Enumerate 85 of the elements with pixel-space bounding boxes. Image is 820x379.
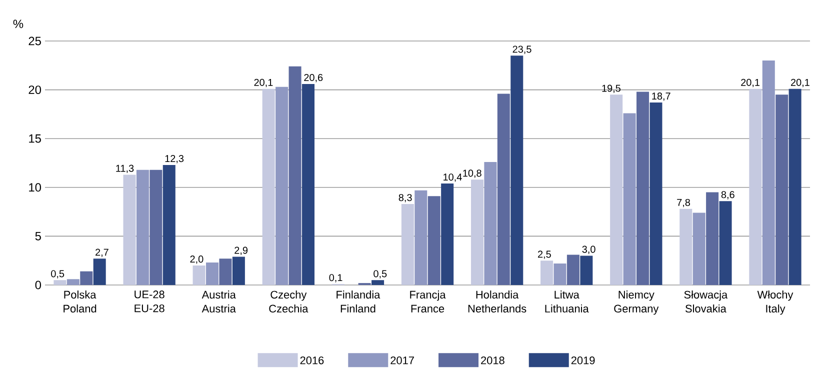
bar [470, 180, 484, 285]
bar [192, 265, 206, 285]
legend-label: 2017 [390, 356, 414, 364]
bar [54, 280, 66, 285]
bar [93, 258, 106, 285]
y-tick-label: 25 [28, 36, 41, 46]
bar [692, 212, 706, 285]
bar [136, 170, 149, 285]
data-label: 20,1 [790, 78, 810, 88]
bar [401, 204, 414, 285]
data-label: 0,1 [329, 274, 342, 282]
y-tick-label: 15 [29, 134, 41, 143]
bar [80, 271, 93, 285]
data-label: 0,5 [51, 270, 64, 278]
bar [372, 280, 384, 285]
y-tick-label: 5 [35, 232, 41, 240]
legend-label: 2019 [571, 356, 595, 364]
bar [719, 201, 732, 285]
bar [441, 183, 454, 285]
bar [776, 94, 788, 285]
data-label: 18,7 [652, 92, 670, 101]
data-label: 8,6 [721, 191, 734, 200]
data-label: 3,0 [582, 246, 596, 254]
data-label: 7,8 [677, 198, 690, 208]
bar [66, 279, 80, 285]
y-tick-label: 0 [35, 280, 42, 290]
data-label: 19,5 [602, 84, 620, 93]
x-tick-label: Austria Austria [202, 290, 236, 313]
legend-label: 2016 [300, 356, 324, 364]
bar [762, 60, 775, 285]
bar [580, 256, 593, 285]
bar [788, 88, 802, 285]
data-label: 12,3 [165, 155, 184, 164]
data-label: 8,3 [398, 194, 412, 202]
x-tick-label: Niemcy Germany [614, 290, 659, 315]
data-label: 20,6 [304, 74, 323, 82]
bar [540, 260, 554, 285]
bar [123, 174, 136, 285]
x-tick-label: Holandia Netherlands [468, 290, 526, 313]
data-label: 2,9 [234, 246, 248, 256]
data-label: 10,4 [444, 174, 462, 182]
bar [623, 113, 636, 285]
data-label: 2,0 [190, 256, 204, 264]
bar [162, 164, 176, 285]
x-tick-label: Litwa Lithuania [545, 290, 589, 313]
bar [497, 94, 510, 285]
bar [288, 66, 302, 285]
bar [636, 92, 650, 285]
y-tick-label: 10 [29, 183, 42, 192]
bar [150, 170, 162, 285]
x-tick-label: Słowacja Slovakia [684, 290, 728, 313]
data-label: 20,1 [254, 78, 273, 88]
bar [706, 192, 719, 285]
bar [566, 254, 580, 285]
bar [680, 208, 692, 285]
bar [510, 56, 524, 285]
bar [749, 88, 762, 285]
data-label: 11,3 [116, 164, 134, 174]
x-tick-label: Francja France [410, 290, 446, 313]
data-label: 23,5 [512, 46, 532, 54]
bar [554, 264, 566, 285]
bar [262, 88, 275, 285]
x-tick-label: UE-28 EU-28 [134, 290, 164, 312]
x-tick-label: Polska Poland [64, 290, 96, 313]
bar [428, 196, 440, 285]
bar [484, 162, 497, 285]
data-label: 0,5 [374, 270, 387, 278]
bar [650, 102, 662, 285]
x-tick-label: Finlandia Finland [336, 290, 380, 313]
bar [206, 262, 219, 285]
bar [414, 190, 428, 285]
y-axis-title: % [13, 20, 24, 28]
data-label: 10,8 [463, 170, 482, 178]
data-label: 20,1 [741, 78, 760, 88]
x-tick-label: Włochy Italy [757, 290, 794, 315]
y-tick-label: 20 [28, 86, 42, 94]
x-tick-label: Czechy Czechia [269, 290, 308, 313]
bar [610, 94, 623, 285]
bar [276, 86, 288, 285]
data-label: 2,7 [96, 248, 108, 257]
bar [232, 256, 245, 285]
data-label: 2,5 [538, 250, 551, 259]
legend-label: 2018 [481, 356, 504, 364]
bar [219, 258, 232, 285]
bar [302, 84, 314, 285]
